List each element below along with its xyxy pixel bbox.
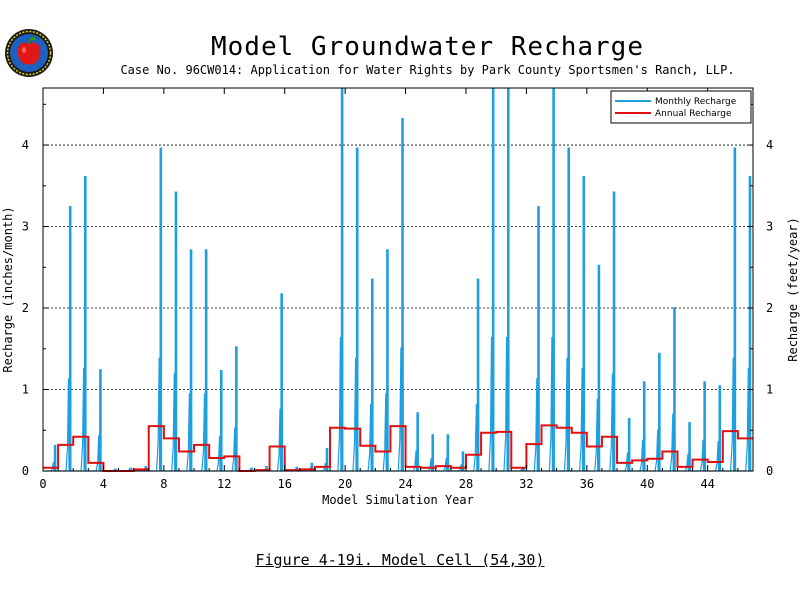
annual-recharge-series bbox=[43, 424, 753, 472]
x-tick-label: 36 bbox=[580, 477, 594, 491]
x-tick-label: 24 bbox=[398, 477, 412, 491]
y-right-tick-label: 4 bbox=[766, 138, 773, 152]
monthly-recharge-line bbox=[43, 87, 753, 472]
legend-annual-label: Annual Recharge bbox=[655, 109, 732, 119]
x-tick-label: 44 bbox=[700, 477, 714, 491]
x-axis-label: Model Simulation Year bbox=[322, 493, 474, 507]
y-right-tick-label: 3 bbox=[766, 220, 773, 234]
y-axis-left-ticks: 0 1 2 3 4 bbox=[22, 103, 49, 478]
legend: Monthly Recharge Annual Recharge bbox=[610, 90, 752, 124]
y-left-tick-label: 2 bbox=[22, 301, 29, 315]
x-tick-label: 0 bbox=[39, 477, 46, 491]
legend-monthly-label: Monthly Recharge bbox=[655, 97, 737, 107]
grid-lines bbox=[43, 144, 753, 390]
chart-subtitle: Case No. 96CW014: Application for Water … bbox=[120, 63, 735, 77]
y-right-tick-label: 2 bbox=[766, 301, 773, 315]
legend-box bbox=[610, 90, 752, 124]
chart-title: Model Groundwater Recharge bbox=[211, 32, 644, 62]
x-tick-label: 32 bbox=[519, 477, 533, 491]
y-left-tick-label: 0 bbox=[22, 464, 29, 478]
plot-frame bbox=[42, 87, 754, 472]
y-axis-right-label: Recharge (feet/year) bbox=[786, 217, 800, 362]
x-tick-label: 8 bbox=[160, 477, 167, 491]
x-tick-label: 4 bbox=[100, 477, 107, 491]
y-right-tick-label: 1 bbox=[766, 383, 773, 397]
x-tick-label: 20 bbox=[338, 477, 352, 491]
x-axis-ticks: 0 4 8 12 16 20 24 28 32 36 40 44 bbox=[39, 88, 754, 491]
x-tick-label: 40 bbox=[640, 477, 654, 491]
monthly-recharge-series bbox=[43, 87, 753, 472]
figure-caption: Figure 4-19i. Model Cell (54,30) bbox=[255, 551, 545, 569]
y-left-tick-label: 1 bbox=[22, 383, 29, 397]
y-axis-right-ticks: 0 1 2 3 4 bbox=[747, 103, 773, 478]
y-axis-left-label: Recharge (inches/month) bbox=[1, 206, 15, 372]
x-tick-label: 16 bbox=[277, 477, 291, 491]
annual-recharge-step-line bbox=[43, 424, 753, 472]
x-tick-label: 12 bbox=[217, 477, 231, 491]
x-tick-label: 28 bbox=[459, 477, 473, 491]
y-right-tick-label: 0 bbox=[766, 464, 773, 478]
y-left-tick-label: 4 bbox=[22, 138, 29, 152]
apple-seal-logo bbox=[5, 29, 53, 77]
y-left-tick-label: 3 bbox=[22, 220, 29, 234]
